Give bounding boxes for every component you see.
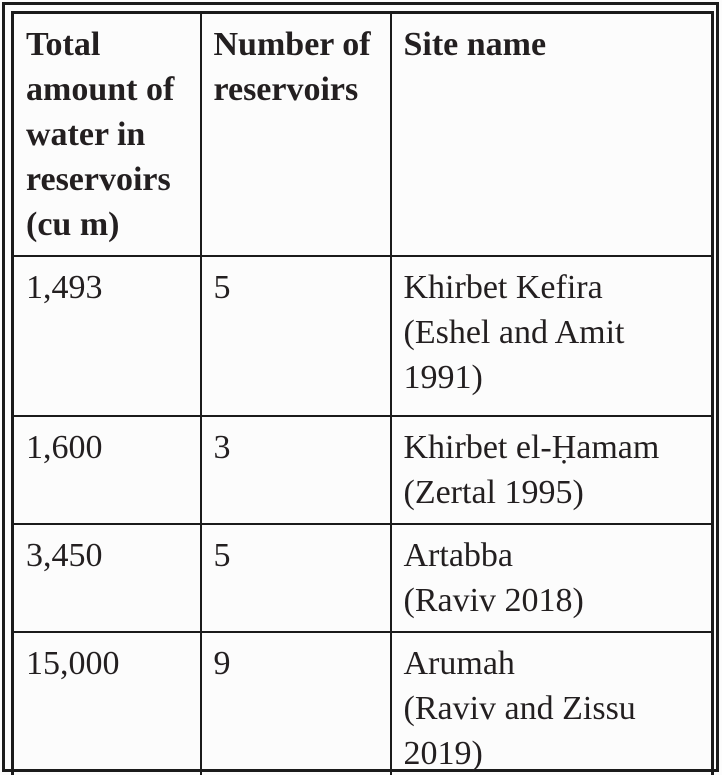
- cell-total-water: 1,600: [11, 415, 202, 525]
- table-row: 1,600 3 Khirbet el-Ḥamam (Zertal 1995): [11, 415, 714, 525]
- cell-num-reservoirs: 3: [199, 415, 392, 525]
- cell-site-name: Khirbet Kefira (Eshel and Amit 1991): [389, 255, 714, 417]
- site-name-text: Arumah: [403, 645, 515, 682]
- cell-total-water: 15,000: [11, 631, 202, 775]
- site-citation-text: (Raviv 2018): [403, 582, 584, 619]
- col-header-number-of-reservoirs: Number of reservoirs: [199, 11, 392, 257]
- cell-num-reservoirs: 5: [199, 255, 392, 417]
- site-name-text: Khirbet el-Ḥamam: [403, 429, 660, 466]
- cell-num-reservoirs: 9: [199, 631, 392, 775]
- site-name-text: Khirbet Kefira: [403, 269, 603, 306]
- col-header-site-name: Site name: [389, 11, 714, 257]
- cell-site-name: Arumah (Raviv and Zissu 2019): [389, 631, 714, 775]
- table-row: 15,000 9 Arumah (Raviv and Zissu 2019): [11, 631, 714, 775]
- reservoirs-table: Total amount of water in reservoirs (cu …: [11, 11, 714, 775]
- cell-total-water: 1,493: [11, 255, 202, 417]
- table-row: 3,450 5 Artabba (Raviv 2018): [11, 523, 714, 633]
- table-header-row: Total amount of water in reservoirs (cu …: [11, 11, 714, 257]
- cell-site-name: Khirbet el-Ḥamam (Zertal 1995): [389, 415, 714, 525]
- site-citation-text: (Zertal 1995): [403, 474, 584, 511]
- site-name-text: Artabba: [403, 537, 514, 574]
- col-header-total-water: Total amount of water in reservoirs (cu …: [11, 11, 202, 257]
- site-citation-text: (Raviv and Zissu 2019): [403, 690, 636, 772]
- cell-num-reservoirs: 5: [199, 523, 392, 633]
- site-citation-text: (Eshel and Amit 1991): [403, 314, 625, 396]
- cell-site-name: Artabba (Raviv 2018): [389, 523, 714, 633]
- cell-total-water: 3,450: [11, 523, 202, 633]
- table-row: 1,493 5 Khirbet Kefira (Eshel and Amit 1…: [11, 255, 714, 417]
